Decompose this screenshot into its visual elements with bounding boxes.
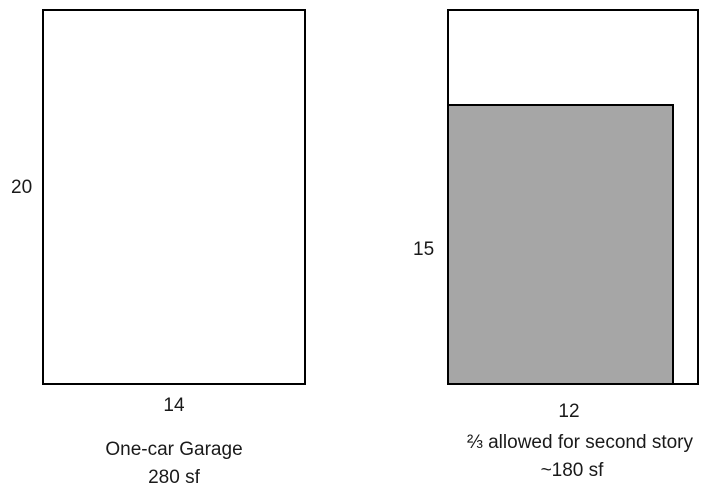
right-width-label: 12 <box>558 401 580 422</box>
garage-footprint-rect <box>42 9 306 385</box>
right-height-label: 15 <box>413 239 435 260</box>
second-story-area-rect <box>447 104 674 385</box>
left-height-label: 20 <box>11 177 33 198</box>
right-caption-title: ⅔ allowed for second story <box>466 432 694 453</box>
right-caption-area: ~180 sf <box>540 460 604 481</box>
left-width-label: 14 <box>163 395 185 416</box>
left-caption-title: One-car Garage <box>105 439 243 460</box>
left-caption-area: 280 sf <box>148 467 200 488</box>
